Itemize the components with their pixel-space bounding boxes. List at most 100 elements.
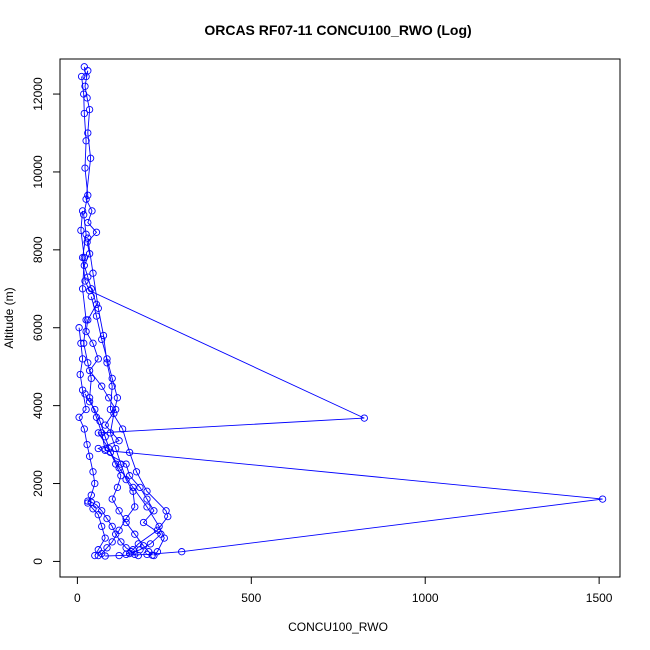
data-point [80,109,88,118]
x-axis-label: CONCU100_RWO [288,620,388,634]
data-point [98,382,106,390]
data-point [105,394,113,402]
data-point [113,394,122,402]
data-point [77,339,85,347]
data-point [108,382,116,390]
data-point [82,316,90,324]
data-point [78,207,87,215]
data-point [84,497,92,505]
data-point [129,487,137,495]
data-point [81,82,89,90]
data-point [106,448,115,457]
data-point [112,444,120,453]
data-point [81,277,89,285]
data-point [91,479,99,488]
series-6 [87,292,139,560]
data-point [101,446,109,455]
data-point [143,487,151,495]
series-line [84,393,153,556]
data-point [131,530,139,538]
data-point [77,72,86,81]
series-2 [77,72,368,560]
data-point [78,285,87,293]
data-point [139,542,148,550]
data-point [99,331,108,340]
plot-area [59,58,621,578]
data-point [87,491,95,499]
data-point [122,518,130,527]
series-line [83,66,162,555]
x-tick-label: 1500 [586,591,613,605]
data-point [94,444,102,453]
data-point [88,207,96,215]
data-point [85,452,94,460]
data-point [80,211,88,219]
data-point [92,312,101,320]
data-point [117,538,125,546]
data-point [360,414,368,422]
data-point [125,448,134,457]
data-point [91,405,99,414]
data-point [86,154,95,162]
data-point [148,551,156,559]
data-point [85,105,94,114]
data-point [105,444,113,453]
data-point [84,499,92,507]
data-point [160,534,168,542]
series-line [80,210,603,557]
series-8 [84,497,142,560]
data-point [118,425,127,433]
data-point [122,475,130,484]
data-point [136,483,144,492]
data-point [122,544,130,552]
data-point [92,501,101,509]
data-point [94,355,102,363]
data-point [87,292,95,301]
series-layer [75,63,607,560]
data-point [78,386,87,394]
data-point [82,405,90,414]
data-point [84,359,92,367]
data-point [84,191,92,199]
data-point [134,551,142,560]
data-point [155,522,163,531]
data-point [103,544,111,552]
data-point [84,67,92,75]
data-point [164,512,172,521]
data-point [75,324,83,332]
data-point [103,355,111,363]
data-point [85,398,94,406]
data-point [108,522,116,531]
series-4 [84,234,172,559]
data-point [143,495,151,503]
data-point [87,285,95,293]
data-point [115,551,123,560]
data-point [110,409,118,418]
data-point [108,538,116,546]
data-point [101,433,109,441]
data-point [98,507,106,515]
data-point [75,413,83,421]
data-point [92,228,101,236]
data-point [98,335,106,344]
data-point [81,390,89,398]
data-point [178,548,186,556]
x-tick-label: 1000 [412,591,439,605]
data-point [101,421,109,429]
data-point [132,468,141,476]
data-point [113,483,122,492]
data-point [106,429,115,437]
data-point [115,437,123,445]
data-point [82,327,90,336]
x-axis: 0 500 1000 1500 [74,576,613,605]
data-point [96,417,104,425]
data-point [131,550,139,559]
data-point [94,551,102,560]
data-point [112,530,120,538]
data-point [87,374,95,383]
chart-title: ORCAS RF07-11 CONCU100_RWO (Log) [204,22,471,38]
y-tick-label: 0 [31,558,45,565]
data-point [84,129,92,137]
series-line [81,76,365,556]
